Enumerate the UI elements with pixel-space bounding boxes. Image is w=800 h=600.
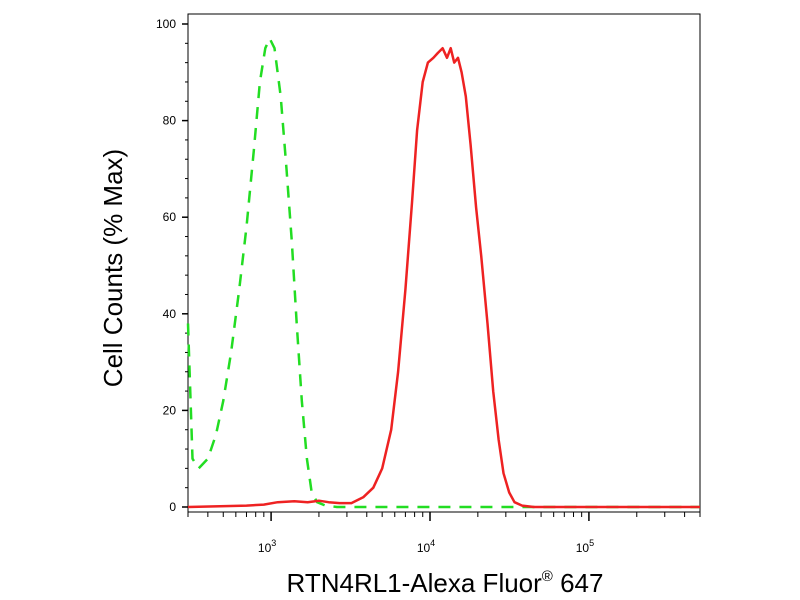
y-tick-label: 60 [163,210,177,224]
y-tick-label: 20 [163,403,177,417]
y-tick-label: 40 [163,307,177,321]
y-axis-ticks: 0 20 40 60 80 100 [156,17,188,514]
plot-frame [187,13,701,513]
x-tick-label: 103 [258,538,276,555]
x-axis-ticks: 103 104 105 [187,512,701,555]
x-tick-label: 105 [576,538,594,555]
plot-border [187,13,701,513]
series-line-solid [187,46,700,509]
x-axis-title-suffix: 647 [553,568,604,598]
data-series [186,37,700,509]
y-tick-label: 80 [163,114,177,128]
x-tick-label: 104 [417,538,435,555]
x-axis-title-main: RTN4RL1-Alexa Fluor [287,568,543,598]
y-tick-label: 0 [169,500,176,514]
series-line-dashed [186,37,700,509]
x-axis-title-superscript: ® [542,568,553,585]
y-tick-label: 100 [156,17,176,31]
y-axis-title: Cell Counts (% Max) [98,149,128,387]
x-axis-title: RTN4RL1-Alexa Fluor® 647 [287,568,604,598]
